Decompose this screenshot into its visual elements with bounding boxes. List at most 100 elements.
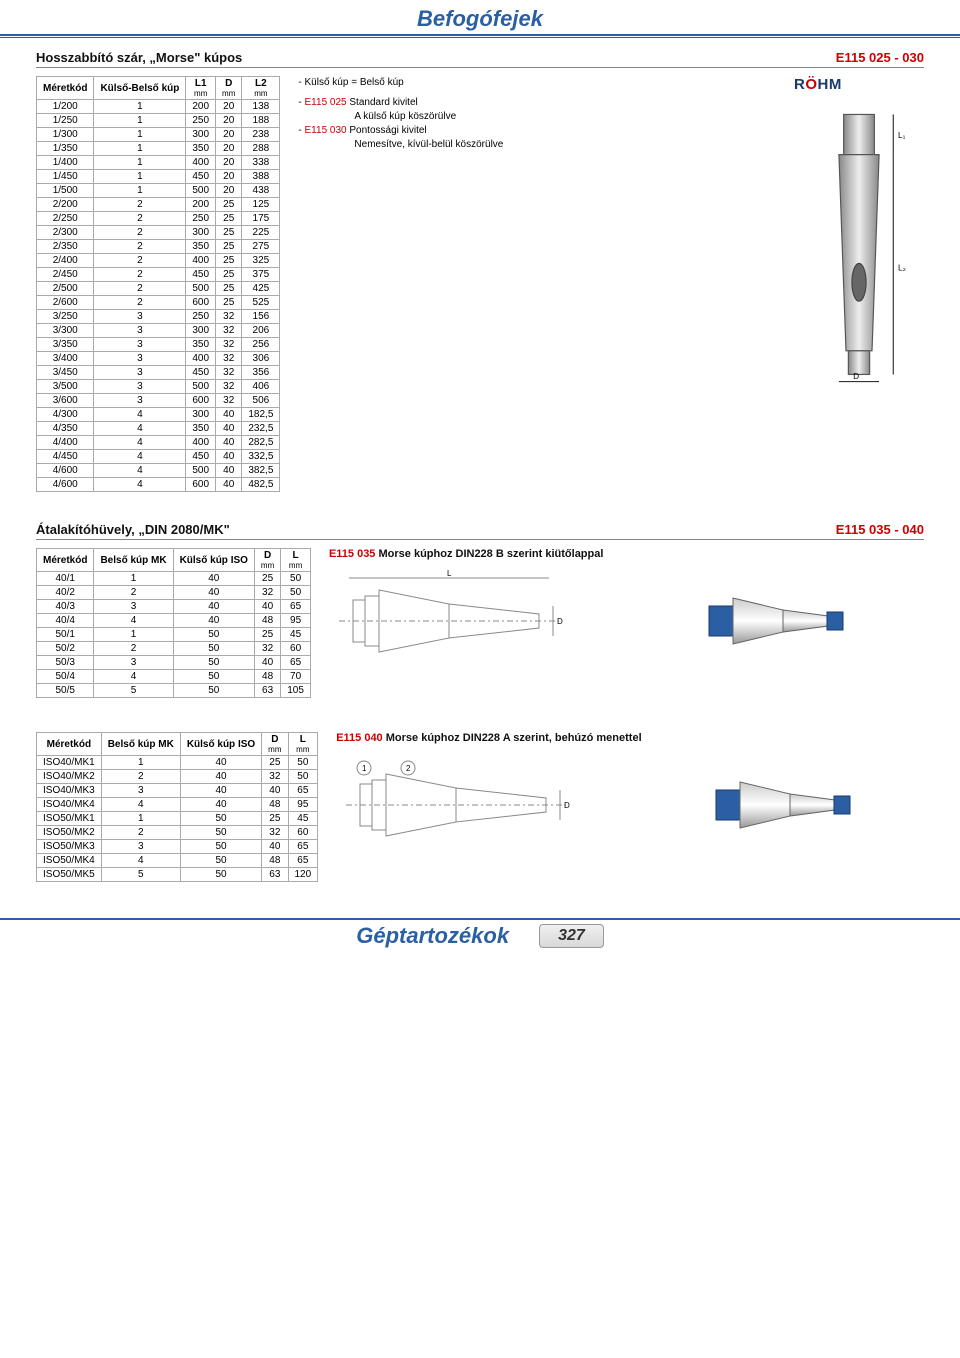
table-cell: 4/300 [37,408,94,422]
table-cell: 382,5 [242,464,280,478]
table-cell: 45 [288,812,318,826]
table-cell: 225 [242,226,280,240]
table-row: 2/250225025175 [37,212,280,226]
table-cell: 95 [288,798,318,812]
table-cell: 32 [262,770,288,784]
table-cell: 40 [216,450,242,464]
table-cell: 2/400 [37,254,94,268]
table-cell: 50 [180,840,261,854]
table-cell: 350 [186,240,216,254]
table-cell: 506 [242,394,280,408]
table-cell: 350 [186,422,216,436]
block-e115-040: MéretkódBelső kúp MKKülső kúp ISODmmLmmI… [36,732,924,882]
table-cell: 3/450 [37,366,94,380]
table-cell: 3/300 [37,324,94,338]
section1-right: RÖHM L₁ L₂ D [794,76,924,389]
table-cell: 4 [94,436,186,450]
svg-text:D: D [853,372,859,381]
table-cell: 20 [216,100,242,114]
table-cell: 25 [216,282,242,296]
table-cell: 325 [242,254,280,268]
table-cell: 2 [94,212,186,226]
table-cell: 50 [180,826,261,840]
note-line: - E115 030 Pontossági kivitel [298,124,503,138]
table-row: 1/250125020188 [37,114,280,128]
table-row: 2/500250025425 [37,282,280,296]
table-cell: 40/3 [37,600,94,614]
table-cell: 3 [94,600,173,614]
table-cell: 450 [186,450,216,464]
table-row: 40/22403250 [37,586,311,600]
table-cell: 256 [242,338,280,352]
table-cell: ISO50/MK3 [37,840,102,854]
table-cell: 120 [288,868,318,882]
table-cell: 400 [186,436,216,450]
table-cell: ISO50/MK5 [37,868,102,882]
table-cell: 1 [94,142,186,156]
table-cell: 3/250 [37,310,94,324]
table-cell: 40 [173,614,254,628]
table-cell: 600 [186,296,216,310]
table-cell: 1/200 [37,100,94,114]
table-cell: 32 [216,310,242,324]
table-cell: 332,5 [242,450,280,464]
footer-title: Géptartozékok [356,923,509,949]
table-cell: 50 [173,684,254,698]
table-cell: 25 [216,240,242,254]
table-cell: 63 [262,868,288,882]
table-cell: 200 [186,100,216,114]
section1-code: E115 025 - 030 [836,50,924,65]
table-cell: 1 [94,100,186,114]
table-cell: 40 [180,770,261,784]
table-cell: 40 [180,798,261,812]
table-row: 2/300230025225 [37,226,280,240]
table-cell: 1/400 [37,156,94,170]
table-cell: 40 [180,784,261,798]
table-row: 50/11502545 [37,628,311,642]
table-cell: 50/3 [37,656,94,670]
col-header: Belső kúp MK [94,549,173,572]
table-cell: 50 [180,868,261,882]
table-cell: 105 [281,684,311,698]
col-header: Méretkód [37,549,94,572]
table-cell: 25 [216,296,242,310]
table-cell: 32 [216,394,242,408]
table-cell: 40 [180,756,261,770]
table-cell: 2/500 [37,282,94,296]
table-cell: 1 [94,170,186,184]
table-cell: 4 [94,478,186,492]
table-cell: 2/450 [37,268,94,282]
table-cell: 4/600 [37,478,94,492]
table-cell: 48 [262,854,288,868]
table-row: 3/250325032156 [37,310,280,324]
table-cell: 338 [242,156,280,170]
table-row: 50/22503260 [37,642,311,656]
morse-shank-diagram: L₁ L₂ D [794,105,924,389]
section2-title: Átalakítóhüvely, „DIN 2080/MK" [36,522,230,537]
table-cell: 3 [94,338,186,352]
table-cell: 232,5 [242,422,280,436]
section2-header: Átalakítóhüvely, „DIN 2080/MK" E115 035 … [36,522,924,540]
table-cell: 300 [186,324,216,338]
table-cell: 2 [94,296,186,310]
table-cell: 500 [186,380,216,394]
table-cell: 48 [262,798,288,812]
table-cell: 600 [186,394,216,408]
table-cell: 4/450 [37,450,94,464]
table-cell: 40 [216,436,242,450]
section1-title: Hosszabbító szár, „Morse" kúpos [36,50,242,65]
table-row: 4/450445040332,5 [37,450,280,464]
table-cell: 4 [94,464,186,478]
table-cell: 48 [254,670,280,684]
table-cell: 40 [216,478,242,492]
table-cell: 40/2 [37,586,94,600]
table-cell: 25 [216,198,242,212]
table-cell: 3/350 [37,338,94,352]
table-cell: 2/600 [37,296,94,310]
table-row: 3/600360032506 [37,394,280,408]
table-cell: 238 [242,128,280,142]
table-cell: 50 [281,572,311,586]
col-header: Méretkód [37,77,94,100]
table-row: 1/500150020438 [37,184,280,198]
table-row: 40/33404065 [37,600,311,614]
